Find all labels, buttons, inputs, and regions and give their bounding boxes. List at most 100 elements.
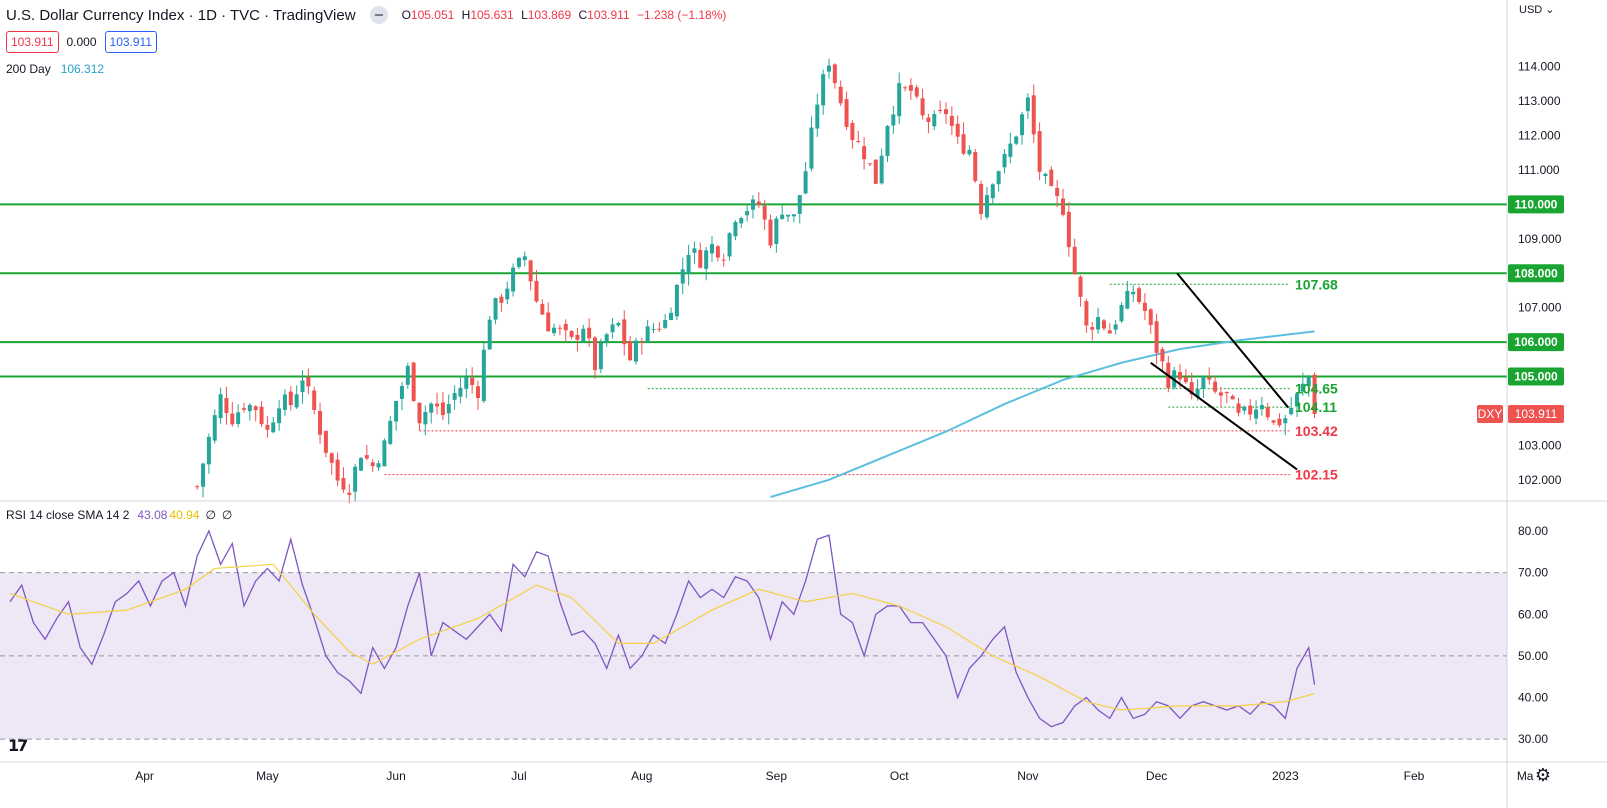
candle-body [440, 402, 445, 416]
candle-body [277, 408, 282, 424]
candle-body [1002, 153, 1007, 168]
candle-body [364, 455, 369, 459]
rsi-label: RSI 14 close SMA 14 2 [6, 508, 130, 522]
candle-body [288, 391, 293, 406]
candle-body [873, 159, 878, 184]
candle-body [1101, 320, 1106, 329]
candle-body [1084, 301, 1089, 326]
ma-label: 200 Day [6, 62, 51, 76]
candle-body [657, 328, 662, 330]
candle-body [838, 86, 843, 104]
candle-body [996, 171, 1001, 185]
candles-layer[interactable] [195, 58, 1317, 504]
candle-body [891, 114, 896, 126]
rsi-extra-2: ∅ [221, 508, 233, 522]
candle-body [1008, 143, 1013, 157]
candle-body [745, 211, 750, 216]
candle-body [984, 195, 989, 218]
candle-body [768, 219, 773, 246]
candle-body [376, 463, 381, 468]
candle-body [1078, 276, 1083, 297]
wedge-lower-line [1150, 361, 1298, 471]
level-badge-label: 105.000 [1514, 370, 1558, 384]
candle-body [1142, 302, 1147, 311]
candle-body [399, 385, 404, 399]
high-value: 105.631 [470, 8, 514, 22]
candle-body [832, 64, 837, 84]
candle-body [1043, 173, 1048, 177]
candle-body [452, 392, 457, 400]
candle-body [259, 406, 264, 425]
candle-body [803, 171, 808, 194]
candle-body [224, 398, 229, 414]
change-value: −1.238 (−1.18%) [637, 8, 727, 22]
candle-body [1137, 288, 1142, 303]
wedge-upper-line [1176, 272, 1289, 409]
close-label: C [578, 8, 588, 22]
close-value: 103.911 [587, 8, 630, 22]
candle-body [329, 453, 334, 463]
candle-body [195, 486, 200, 488]
candle-body [1306, 376, 1311, 387]
candle-body [429, 403, 434, 413]
rsi-band-layer [0, 572, 1507, 740]
candle-body [715, 246, 720, 258]
rsi-tick-label: 40.00 [1518, 691, 1548, 705]
candle-body [610, 324, 615, 333]
candle-body [704, 250, 709, 269]
collapse-toggle-icon[interactable] [369, 6, 388, 24]
candle-body [470, 377, 475, 386]
candle-body [1090, 327, 1095, 330]
candle-body [569, 331, 574, 337]
candle-body [1096, 317, 1101, 330]
candle-body [1154, 321, 1159, 353]
time-tick-label: Oct [890, 769, 909, 783]
candle-body [1207, 377, 1212, 380]
candle-body [370, 462, 375, 467]
candle-body [663, 319, 668, 328]
currency-menu[interactable]: USD ⌄ [1519, 3, 1555, 16]
candle-body [1072, 246, 1077, 274]
candle-body [552, 327, 557, 334]
candle-body [903, 87, 908, 89]
price-tick-label: 114.000 [1518, 60, 1561, 74]
rsi-line [9, 529, 1316, 728]
time-tick-label: Sep [766, 769, 788, 783]
candle-body [1183, 377, 1188, 383]
candle-body [1178, 372, 1182, 380]
rsi-tick-label: 80.00 [1518, 524, 1548, 538]
last-price-label: 103.911 [1515, 407, 1558, 421]
buy-button[interactable]: 103.911 [104, 31, 158, 53]
spread-value: 0.000 [66, 35, 97, 49]
sell-button[interactable]: 103.911 [6, 31, 59, 53]
price-tick-label: 112.000 [1518, 129, 1561, 143]
candle-body [236, 412, 241, 424]
candle-body [359, 457, 363, 471]
annotated-level-label: 102.15 [1295, 467, 1338, 483]
candle-body [1066, 211, 1071, 248]
candle-body [1254, 409, 1259, 419]
gear-icon[interactable]: ⚙ [1534, 765, 1552, 785]
high-label: H [461, 8, 471, 22]
candle-body [739, 217, 744, 224]
candle-body [446, 404, 451, 414]
candle-body [335, 459, 340, 481]
currency-label: USD [1519, 4, 1543, 16]
candle-body [341, 478, 346, 490]
candle-body [318, 410, 323, 435]
candle-body [1049, 169, 1054, 186]
candle-body [850, 123, 855, 141]
ma-legend[interactable]: 200 Day 106.312 [6, 62, 104, 76]
symbol-title[interactable]: U.S. Dollar Currency Index · 1D · TVC · … [6, 6, 356, 24]
rsi-legend[interactable]: RSI 14 close SMA 14 2 43.08 40.94 ∅ ∅ [6, 508, 232, 522]
candle-body [821, 74, 826, 106]
tradingview-logo[interactable]: 17 [8, 736, 28, 755]
level-badge [1508, 367, 1564, 386]
price-tick-label: 102.000 [1518, 473, 1562, 487]
candle-body [306, 377, 311, 387]
candle-body [476, 386, 480, 399]
rsi-extra-1: ∅ [205, 508, 216, 522]
candle-body [1300, 383, 1305, 392]
rsi-value: 43.08 [137, 508, 168, 522]
